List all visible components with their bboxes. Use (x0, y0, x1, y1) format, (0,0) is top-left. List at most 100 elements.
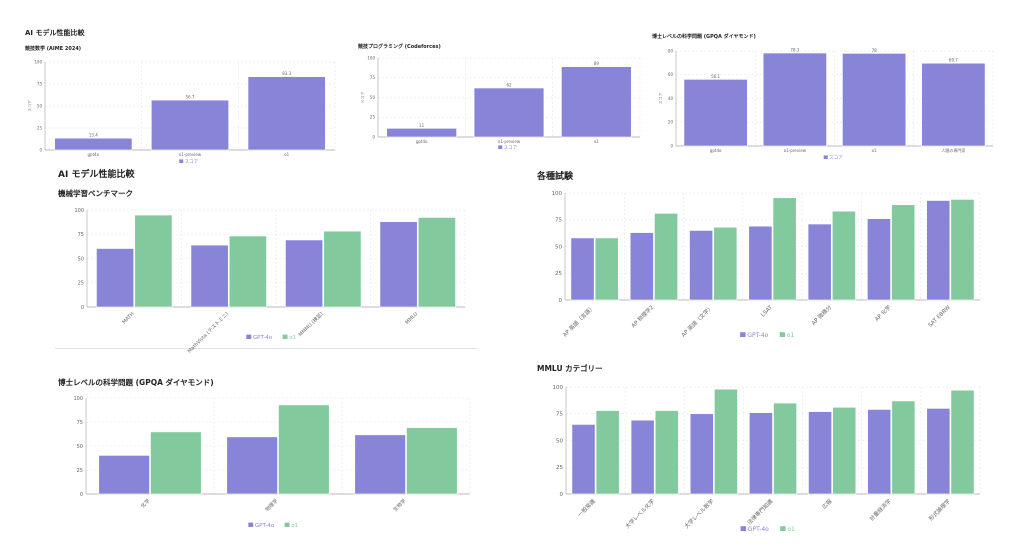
x-tick-label: SAT EBRW (927, 304, 952, 329)
bar-series2[interactable] (654, 410, 679, 495)
y-tick-label: 0 (559, 298, 563, 304)
bar-series2[interactable] (150, 431, 202, 495)
bar-series1[interactable] (808, 411, 832, 495)
bar-series2[interactable] (950, 389, 975, 495)
legend-label[interactable]: GPT-4o (748, 526, 769, 533)
legend-swatch (282, 334, 288, 339)
legend-swatch (284, 522, 290, 527)
bar-series1[interactable] (748, 225, 773, 301)
bar-series1[interactable] (762, 52, 827, 147)
bar-series2[interactable] (772, 197, 797, 301)
bar-series2[interactable] (891, 204, 916, 301)
bar-series1[interactable] (285, 239, 324, 308)
bar-series2[interactable] (417, 217, 456, 308)
y-tick-label: 60 (668, 72, 674, 77)
legend-swatch (740, 526, 746, 531)
x-tick-label: MMMU (検証) (297, 310, 325, 338)
bar-series1[interactable] (570, 237, 595, 301)
bar-series1[interactable] (630, 419, 655, 495)
data-label: 56.1 (711, 74, 720, 79)
legend-label[interactable]: スコア (185, 159, 199, 165)
bar-series2[interactable] (773, 402, 797, 495)
x-tick-label: 広報 (820, 497, 834, 511)
bar-series2[interactable] (228, 235, 267, 308)
bar-series1[interactable] (226, 436, 278, 495)
legend-label[interactable]: o1 (291, 523, 298, 529)
x-tick-label: 物理学 (264, 497, 280, 513)
x-tick-label: 生物学 (392, 497, 408, 513)
bar-series1[interactable] (473, 87, 545, 138)
bar-series1[interactable] (683, 79, 748, 147)
y-tick-label: 0 (81, 305, 84, 311)
bar-series1[interactable] (354, 434, 406, 495)
bar-series2[interactable] (654, 213, 678, 301)
legend-swatch (246, 334, 252, 339)
bar-series1[interactable] (689, 230, 714, 301)
section-divider (55, 348, 477, 349)
y-tick-label: 0 (670, 143, 673, 148)
bar-series2[interactable] (832, 407, 857, 495)
x-tick-label: LSAT (760, 304, 774, 318)
y-tick-label: 75 (556, 412, 563, 418)
y-tick-label: 100 (367, 55, 375, 60)
bar-series2[interactable] (595, 410, 620, 495)
bar-series1[interactable] (867, 409, 892, 495)
bar-series1[interactable] (379, 221, 418, 308)
bar-series1[interactable] (96, 248, 135, 308)
legend-label[interactable]: GPT-4o (253, 335, 273, 341)
bar-series1[interactable] (98, 455, 150, 495)
x-tick-label: AP 英語（言語） (561, 303, 596, 338)
bar-series2[interactable] (831, 210, 856, 301)
y-axis-label: スコア (658, 93, 663, 105)
bar-series1[interactable] (54, 137, 133, 151)
bar-series2[interactable] (714, 388, 738, 495)
y-tick-label: 100 (74, 208, 84, 214)
bar-series1[interactable] (386, 128, 457, 138)
legend-label[interactable]: スコア (504, 145, 518, 151)
legend-label[interactable]: GPT-4o (255, 523, 275, 529)
chart-mmlu: 0 25 50 75 100 一般常識 大学レベル化学 大学レベル数学 法律専門知識 広報 計量経済… (553, 385, 981, 533)
legend-label[interactable]: o1 (787, 332, 795, 339)
x-tick-label: gpt4o (88, 152, 100, 157)
main-page-title: AI モデル性能比較 (58, 170, 135, 180)
bar-series1[interactable] (629, 232, 654, 301)
chart-title-gpqa: 博士レベルの科学問題 (GPQA ダイヤモンド) (58, 378, 214, 387)
bar-series2[interactable] (406, 427, 458, 495)
bar-series2[interactable] (713, 226, 738, 301)
x-tick-label: MMLU (404, 311, 419, 326)
bar-series1[interactable] (921, 62, 986, 147)
y-tick-label: 50 (556, 438, 563, 444)
y-tick-label: 25 (556, 465, 563, 471)
data-label: 11 (419, 123, 425, 128)
bar-series1[interactable] (190, 244, 229, 308)
bar-series1[interactable] (867, 218, 891, 301)
bar-series1[interactable] (247, 76, 326, 151)
y-tick-label: 75 (37, 81, 43, 86)
legend-label[interactable]: o1 (289, 335, 296, 341)
y-tick-label: 25 (77, 468, 83, 474)
legend-label[interactable]: スコア (829, 155, 843, 161)
y-tick-label: 100 (552, 191, 563, 197)
bar-series1[interactable] (926, 200, 951, 301)
y-tick-label: 0 (372, 134, 375, 139)
bar-series1[interactable] (926, 408, 951, 495)
bar-series1[interactable] (571, 424, 596, 495)
bar-series2[interactable] (323, 230, 362, 308)
bar-series1[interactable] (689, 413, 714, 495)
legend-label[interactable]: GPT-4o (747, 332, 768, 339)
x-tick-label: 計量経済学 (868, 497, 893, 522)
y-tick-label: 50 (78, 256, 84, 262)
bar-series2[interactable] (950, 199, 975, 301)
bar-series2[interactable] (594, 237, 619, 301)
bar-series1[interactable] (807, 223, 832, 301)
bar-series2[interactable] (134, 214, 173, 308)
bar-series1[interactable] (561, 66, 632, 138)
bar-series2[interactable] (278, 404, 330, 495)
y-tick-label: 50 (77, 444, 83, 450)
y-tick-label: 75 (370, 75, 376, 80)
bar-series1[interactable] (749, 412, 773, 495)
bar-series1[interactable] (151, 99, 229, 151)
legend-label[interactable]: o1 (787, 526, 795, 533)
bar-series2[interactable] (891, 400, 916, 495)
bar-series1[interactable] (842, 53, 907, 147)
